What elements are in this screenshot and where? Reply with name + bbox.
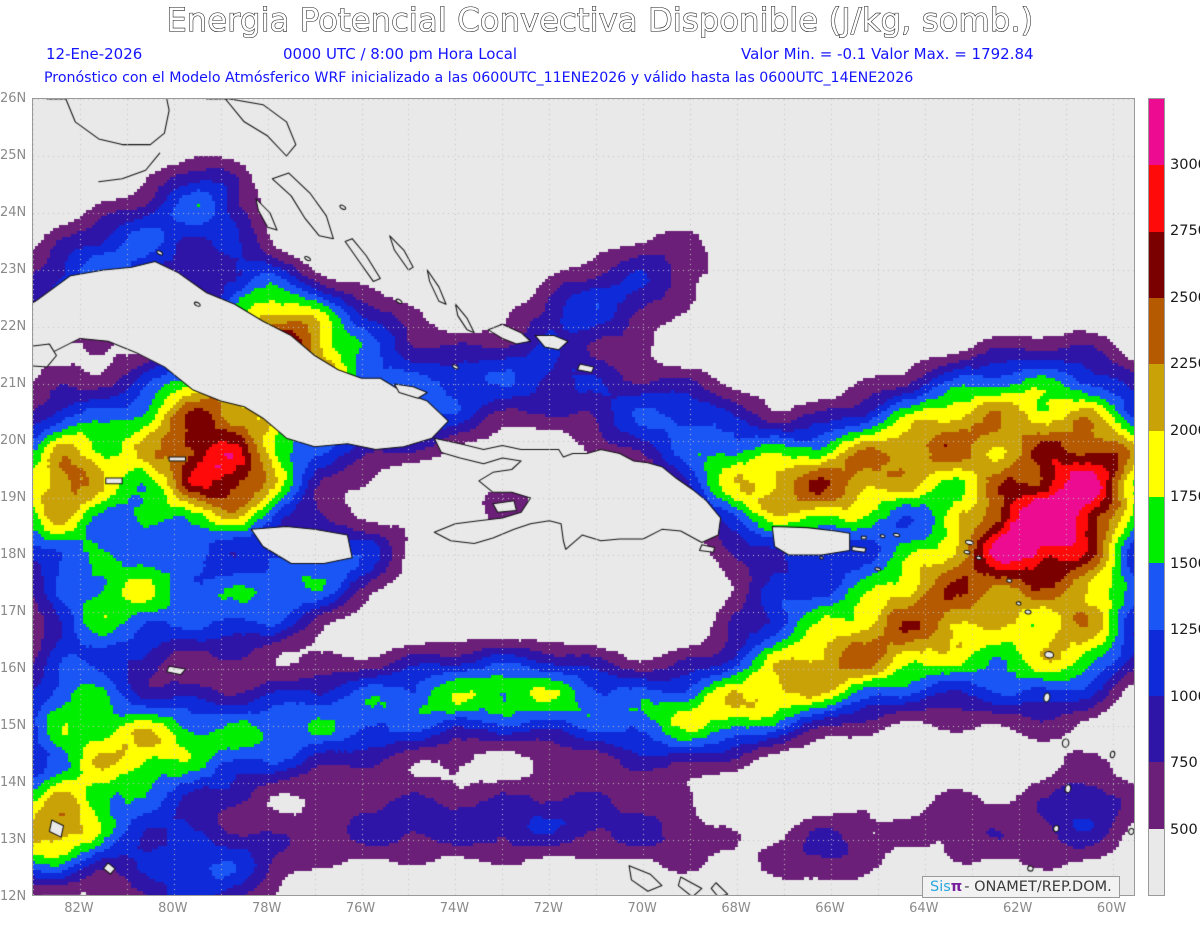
colorbar[interactable]: [1148, 98, 1165, 896]
lat-tick-label: 22N: [0, 319, 27, 334]
lon-tick-label: 82W: [64, 901, 94, 916]
lon-tick-label: 60W: [1096, 901, 1127, 916]
colorbar-tick-label: 3000: [1170, 156, 1200, 173]
colorbar-segment: [1149, 629, 1164, 697]
colorbar-segment: [1149, 231, 1164, 299]
watermark-sis-text: Sis: [930, 879, 951, 895]
lon-tick-label: 66W: [815, 901, 845, 916]
lat-tick-label: 18N: [0, 547, 27, 562]
colorbar-segment: [1149, 298, 1164, 365]
lat-tick-label: 15N: [0, 718, 27, 733]
lat-tick-label: 21N: [0, 376, 27, 391]
watermark-pi-icon: π: [950, 879, 963, 895]
colorbar-segment: [1149, 696, 1164, 763]
lat-lon-gridlines: [33, 99, 1134, 895]
forecast-time: 0000 UTC / 8:00 pm Hora Local: [283, 45, 518, 63]
colorbar-tick-label: 1000: [1170, 688, 1200, 705]
lat-tick-label: 24N: [0, 205, 27, 220]
colorbar-segment: [1149, 762, 1164, 829]
lat-tick-label: 25N: [0, 148, 27, 163]
lon-tick-label: 72W: [533, 901, 563, 916]
lon-tick-label: 76W: [345, 901, 376, 916]
lat-tick-label: 19N: [0, 490, 27, 505]
lon-tick-label: 70W: [627, 901, 657, 916]
colorbar-tick-label: 2000: [1170, 422, 1200, 439]
lat-tick-label: 23N: [0, 262, 27, 277]
lon-tick-label: 64W: [909, 901, 939, 916]
page-title: Energia Potencial Convectiva Disponible …: [166, 0, 1034, 39]
lon-tick-label: 74W: [439, 901, 470, 916]
lat-tick-label: 12N: [0, 889, 27, 904]
lat-tick-label: 16N: [0, 661, 27, 676]
colorbar-tick-label: 2250: [1170, 356, 1200, 372]
colorbar-tick-label: 2750: [1170, 223, 1200, 239]
lon-tick-label: 78W: [251, 901, 282, 916]
lat-tick-label: 20N: [0, 433, 27, 448]
colorbar-tick-label: 1250: [1170, 622, 1200, 638]
colorbar-tick-label: 1750: [1170, 489, 1200, 505]
lon-tick-label: 80W: [158, 901, 188, 916]
watermark-agency-text: - ONAMET/REP.DOM.: [964, 879, 1112, 895]
watermark-badge: Sis π - ONAMET/REP.DOM.: [922, 876, 1120, 898]
colorbar-segment: [1149, 165, 1164, 232]
lat-tick-label: 14N: [0, 775, 27, 790]
lat-tick-label: 26N: [0, 91, 27, 106]
lon-tick-label: 62W: [1002, 901, 1033, 916]
chart-header: Energia Potencial Convectiva Disponible …: [0, 0, 1200, 96]
value-min-max: Valor Min. = -0.1 Valor Max. = 1792.84: [741, 45, 1034, 63]
forecast-date: 12-Ene-2026: [46, 45, 143, 63]
colorbar-segment: [1149, 364, 1164, 431]
model-description: Pronóstico con el Modelo Atmósferico WRF…: [44, 70, 914, 86]
map-plot-area[interactable]: [32, 98, 1135, 896]
lon-tick-label: 68W: [721, 901, 751, 916]
colorbar-segment: [1149, 828, 1164, 895]
colorbar-segment: [1149, 497, 1164, 564]
colorbar-tick-label: 750: [1170, 755, 1198, 771]
lat-tick-label: 13N: [0, 832, 27, 847]
colorbar-tick-label: 2500: [1170, 289, 1200, 306]
colorbar-segment: [1149, 99, 1164, 166]
colorbar-segment: [1149, 430, 1164, 498]
colorbar-tick-label: 500: [1170, 821, 1198, 838]
lat-tick-label: 17N: [0, 604, 27, 619]
colorbar-segment: [1149, 563, 1164, 630]
colorbar-tick-label: 1500: [1170, 555, 1200, 572]
